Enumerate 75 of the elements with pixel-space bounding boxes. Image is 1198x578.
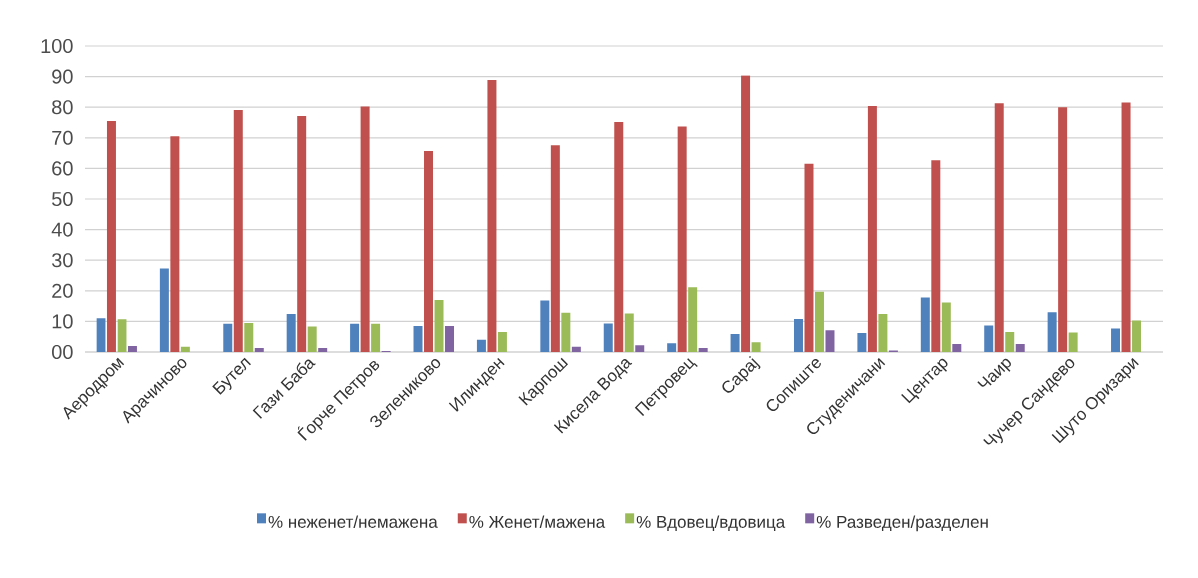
bar (561, 312, 571, 352)
bar (1058, 107, 1068, 352)
legend-label: % неженет/немажена (268, 515, 438, 528)
bar (476, 339, 486, 352)
bar (424, 150, 434, 352)
bar (1121, 102, 1131, 352)
bar (297, 116, 307, 352)
legend-label: % Разведен/разделен (816, 515, 988, 532)
bar (624, 313, 634, 352)
bar (497, 332, 507, 352)
bar (244, 322, 254, 352)
legend-label: % Вдовец/вдовица (636, 515, 786, 532)
bar (170, 136, 180, 352)
bar (878, 314, 888, 352)
bar (127, 345, 137, 352)
bar (825, 330, 835, 352)
bar (96, 318, 106, 352)
bar (1068, 332, 1078, 352)
bar (1132, 320, 1142, 352)
y-tick-label: 100 (41, 38, 73, 54)
bar (434, 299, 444, 352)
bar (698, 348, 708, 352)
bar (751, 342, 761, 352)
y-tick-label: 70 (52, 130, 73, 145)
bar (667, 343, 677, 352)
bar (677, 126, 687, 352)
bar (445, 325, 455, 352)
bar (487, 79, 497, 352)
bar (857, 333, 867, 352)
bar (804, 163, 814, 352)
bar (814, 291, 824, 352)
bar (550, 145, 560, 352)
bar (730, 333, 740, 352)
legend-label: % Женет/мажена (469, 515, 606, 528)
bar (1111, 328, 1121, 352)
bar (286, 314, 296, 352)
y-tick-label: 40 (51, 222, 73, 237)
bar (413, 325, 423, 352)
y-tick-label: 00 (52, 344, 73, 360)
bar (540, 300, 550, 352)
bar (1015, 344, 1025, 352)
bar (793, 318, 803, 352)
bar (741, 75, 751, 352)
bar (1005, 332, 1015, 352)
y-tick-label: 80 (52, 100, 73, 115)
y-tick-label: 20 (52, 283, 73, 298)
bar (318, 348, 328, 352)
y-tick-label: 90 (52, 69, 73, 84)
y-tick-label: 50 (52, 191, 73, 207)
bar (159, 268, 169, 352)
bar (635, 345, 645, 352)
bar (994, 103, 1004, 352)
bar (180, 346, 190, 352)
bar (571, 346, 581, 352)
bar (360, 106, 370, 352)
y-tick-label: 10 (52, 314, 73, 329)
bar (350, 323, 360, 352)
bar (941, 302, 951, 352)
y-tick-label: 30 (51, 253, 73, 268)
bar (867, 105, 877, 352)
bar (307, 326, 317, 352)
bar (952, 344, 962, 352)
bar (254, 348, 264, 352)
bar (984, 325, 994, 352)
bar (931, 160, 941, 352)
bar (603, 323, 613, 352)
bar (614, 121, 624, 352)
bar (233, 109, 243, 352)
bar (106, 120, 116, 352)
bar (688, 287, 698, 352)
bar (1047, 312, 1057, 352)
bar (371, 323, 381, 352)
bar (223, 323, 233, 352)
y-tick-label: 60 (52, 161, 73, 176)
bar (920, 297, 930, 352)
